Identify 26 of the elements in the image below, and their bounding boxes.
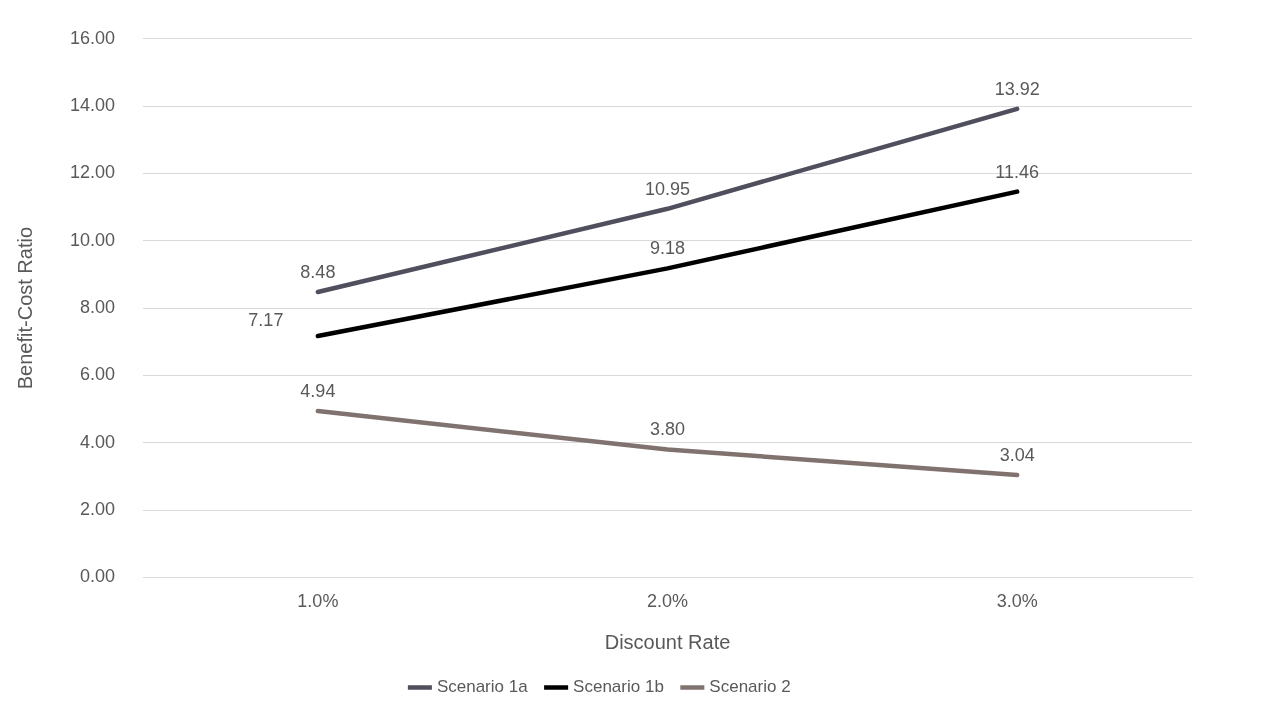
y-tick-label: 2.00 xyxy=(80,499,116,520)
x-tick-label: 3.0% xyxy=(996,591,1038,612)
y-tick-label: 16.00 xyxy=(70,27,116,48)
y-tick-label: 12.00 xyxy=(70,162,116,183)
y-tick-label: 0.00 xyxy=(80,566,116,587)
text: 11.46 xyxy=(995,161,1040,182)
y-tick-label: 10.00 xyxy=(70,229,116,250)
text: 8.48 xyxy=(300,261,336,282)
x-axis-title: Discount Rate xyxy=(604,630,731,653)
x-tick-label: 2.0% xyxy=(647,591,689,612)
y-tick-label: 6.00 xyxy=(80,364,116,385)
text: 10.95 xyxy=(645,178,691,199)
text: 4.94 xyxy=(300,381,336,402)
text: 3.04 xyxy=(999,445,1035,466)
legend-label: Scenario 1b xyxy=(573,677,664,697)
legend-label: Scenario 2 xyxy=(709,677,791,697)
x-tick-label: 1.0% xyxy=(297,591,339,612)
legend-label: Scenario 1a xyxy=(436,677,529,697)
text: 3.80 xyxy=(650,419,686,440)
y-tick-label: 8.00 xyxy=(80,297,116,318)
text: 9.18 xyxy=(650,238,686,259)
y-axis-title: Benefit-Cost Ratio xyxy=(13,226,36,390)
text: 7.17 xyxy=(248,310,284,331)
text: 13.92 xyxy=(994,78,1040,99)
y-tick-label: 14.00 xyxy=(70,95,116,116)
y-tick-label: 4.00 xyxy=(80,431,116,452)
